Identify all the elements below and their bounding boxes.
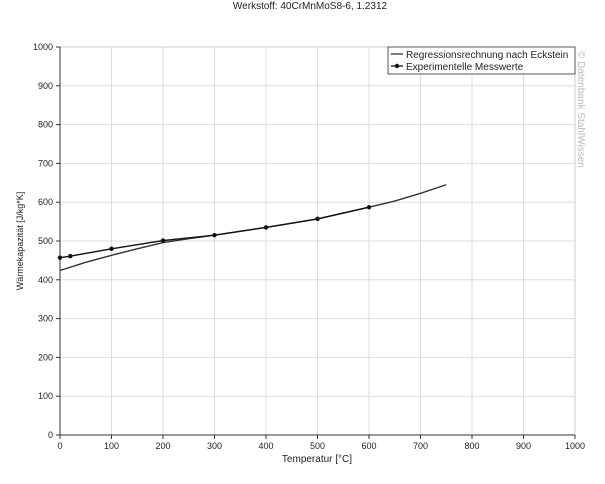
data-point bbox=[366, 205, 372, 210]
data-point bbox=[68, 253, 73, 259]
data-point bbox=[263, 225, 269, 230]
legend-label-experimental: Experimentelle Messwerte bbox=[406, 62, 524, 73]
x-tick-label: 900 bbox=[516, 441, 531, 451]
y-tick-label: 1000 bbox=[33, 42, 53, 52]
x-tick-label: 400 bbox=[258, 441, 273, 451]
data-point bbox=[315, 216, 320, 222]
x-tick-label: 700 bbox=[413, 441, 428, 451]
data-point bbox=[109, 246, 114, 251]
chart-title: Werkstoff: 40CrMnMoS8-6, 1.2312 bbox=[233, 1, 388, 12]
y-tick-label: 300 bbox=[38, 314, 53, 324]
x-tick-label: 1000 bbox=[565, 441, 585, 451]
series-line-1 bbox=[59, 206, 370, 259]
x-tick-label: 500 bbox=[310, 441, 325, 451]
y-tick-label: 400 bbox=[38, 275, 53, 285]
legend-label-regression: Regressionsrechnung nach Eckstein bbox=[406, 50, 568, 61]
y-tick-label: 900 bbox=[38, 81, 53, 91]
y-tick-label: 200 bbox=[38, 352, 53, 362]
y-tick-label: 700 bbox=[38, 158, 53, 168]
x-axis-label: Temperatur [°C] bbox=[282, 454, 352, 465]
x-tick-label: 600 bbox=[361, 441, 376, 451]
y-tick-label: 800 bbox=[38, 120, 53, 130]
y-tick-label: 100 bbox=[38, 391, 53, 401]
y-tick-label: 600 bbox=[38, 197, 53, 207]
data-point bbox=[212, 232, 217, 238]
y-tick-label: 0 bbox=[48, 430, 53, 440]
x-tick-label: 300 bbox=[207, 441, 222, 451]
x-tick-label: 800 bbox=[464, 441, 479, 451]
x-tick-label: 200 bbox=[155, 441, 170, 451]
x-tick-label: 100 bbox=[104, 441, 119, 451]
data-point bbox=[160, 238, 166, 243]
series-line-0 bbox=[59, 184, 447, 272]
y-tick-label: 500 bbox=[38, 236, 53, 246]
series bbox=[57, 184, 447, 272]
legend-marker-experimental bbox=[394, 63, 400, 69]
y-axis-label: Wärmekapazität [J/kg*K] bbox=[15, 192, 25, 291]
grid bbox=[59, 46, 576, 436]
watermark: © Datenbank StahlWissen bbox=[575, 51, 586, 168]
x-tick-label: 0 bbox=[57, 441, 62, 451]
ticks: 0 100 200 300 400 500 600 700 800 900 1000 0 100 200 3… bbox=[33, 42, 585, 451]
legend: Regressionsrechnung nach Eckstein Experi… bbox=[387, 46, 576, 75]
data-point bbox=[57, 255, 63, 260]
